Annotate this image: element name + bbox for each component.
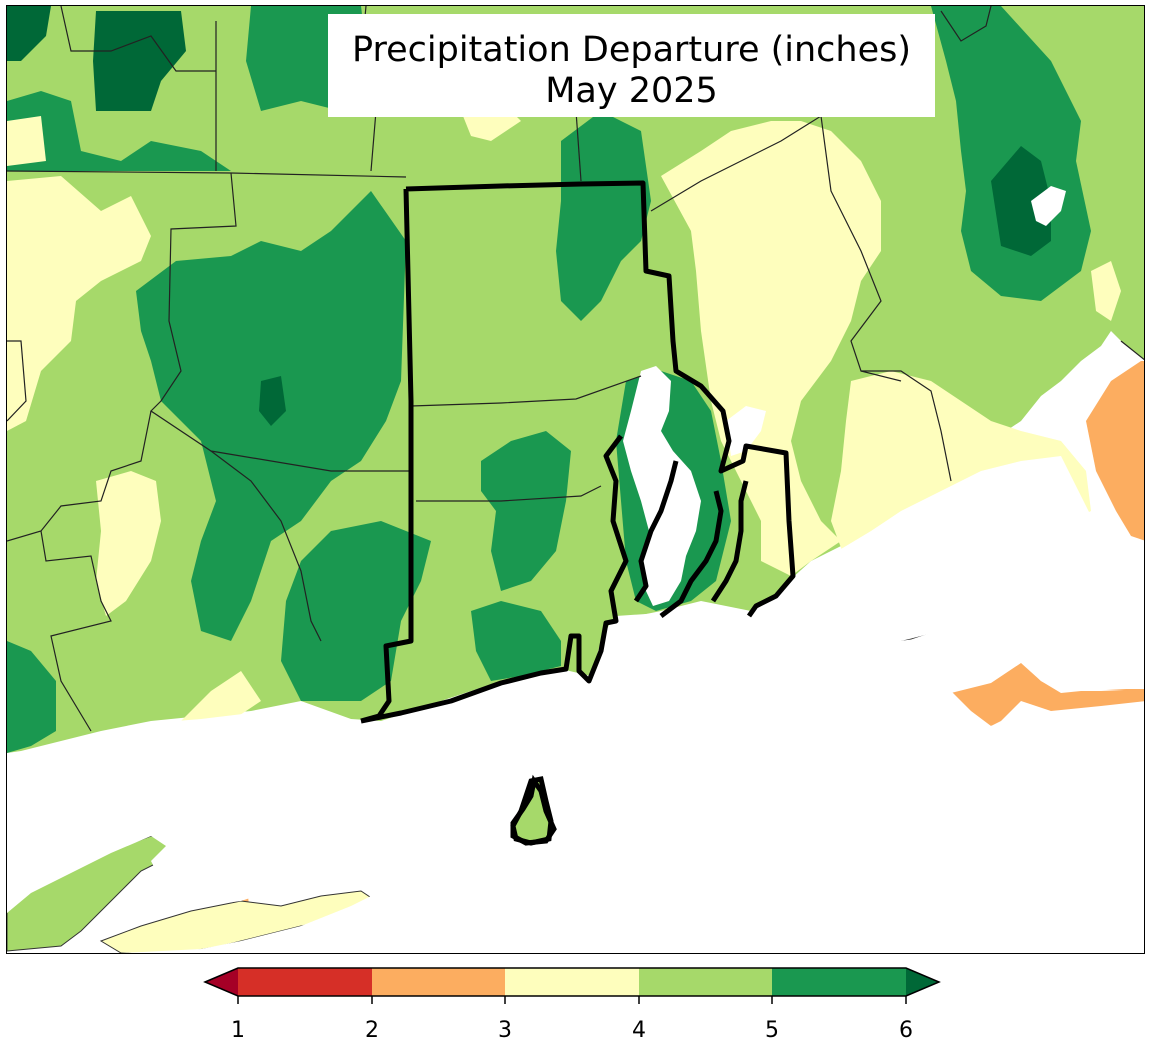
region-yellow-west xyxy=(7,176,151,431)
region-orange-ma xyxy=(1086,361,1144,541)
region-yellow-ct xyxy=(96,471,161,616)
region-over-nw2 xyxy=(7,6,51,61)
colorbar-tick-label-5: 5 xyxy=(765,1018,779,1043)
narragansett-bay xyxy=(623,366,701,606)
map-title: Precipitation Departure (inches) May 202… xyxy=(328,14,935,117)
title-line-1: Precipitation Departure (inches) xyxy=(351,30,912,70)
mount-hope-bay xyxy=(726,406,766,456)
county-boundaries xyxy=(7,6,1144,732)
colorbar-bin-1-2 xyxy=(238,968,372,996)
region-dark-ri-center xyxy=(481,431,571,591)
colorbar-bin-5-6 xyxy=(772,968,906,996)
departure-over-6-regions xyxy=(7,6,1051,426)
region-dark-ct-south xyxy=(281,521,431,701)
colorbar-tick-label-2: 2 xyxy=(365,1018,379,1043)
region-yellow-ri xyxy=(1091,261,1121,321)
title-line-2: May 2025 xyxy=(545,71,718,111)
map-frame: Precipitation Departure (inches) May 202… xyxy=(6,5,1145,954)
rhode-island-border xyxy=(360,180,796,724)
region-over-ct xyxy=(259,376,286,426)
water-bodies xyxy=(7,186,1144,953)
colorbar-tick-label-4: 4 xyxy=(632,1018,646,1043)
colorbar-ticks xyxy=(237,996,907,1004)
atlantic-ocean-south xyxy=(7,881,401,953)
colorbar-legend: 1 2 3 4 5 6 xyxy=(203,967,941,1043)
colorbar-bin-4-5 xyxy=(639,968,772,996)
colorbar-bin-2-3 xyxy=(372,968,505,996)
region-over-ma xyxy=(991,146,1051,256)
boston-harbor xyxy=(1031,186,1066,226)
precipitation-map xyxy=(7,6,1144,953)
region-dark-ri-south xyxy=(471,601,561,681)
region-dark-sw xyxy=(7,641,56,753)
atlantic-ocean xyxy=(7,456,1144,913)
colorbar-under-triangle xyxy=(205,968,238,996)
colorbar-tick-label-6: 6 xyxy=(899,1018,913,1043)
colorbar-over-triangle xyxy=(906,968,939,996)
colorbar-bin-3-4 xyxy=(505,968,639,996)
ocean-mid xyxy=(381,706,1144,953)
region-over-nw xyxy=(93,11,186,111)
region-yellow-ma xyxy=(661,121,881,576)
region-yellow-sw xyxy=(181,671,261,721)
block-island-outline xyxy=(510,774,557,846)
region-dark-nw xyxy=(7,6,371,171)
region-yellow-nw xyxy=(7,116,46,166)
colorbar-tick-label-3: 3 xyxy=(498,1018,512,1043)
colorbar-tick-label-1: 1 xyxy=(231,1018,245,1043)
